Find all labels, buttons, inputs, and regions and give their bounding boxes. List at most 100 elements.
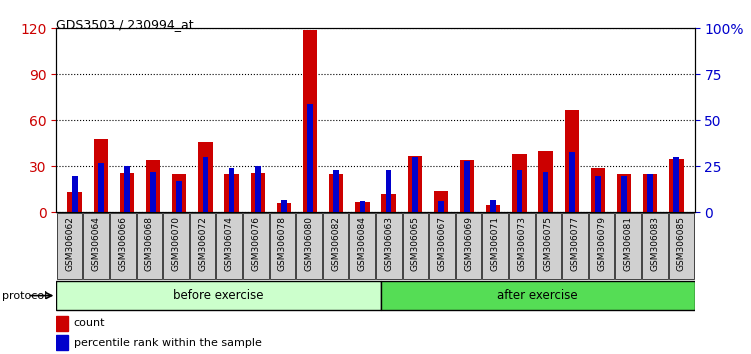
Text: count: count xyxy=(74,318,105,329)
Bar xyxy=(281,200,287,212)
Bar xyxy=(408,156,422,212)
Bar xyxy=(329,174,343,212)
Bar xyxy=(56,316,68,331)
Bar xyxy=(569,152,575,212)
FancyBboxPatch shape xyxy=(323,213,348,279)
FancyBboxPatch shape xyxy=(456,213,481,279)
FancyBboxPatch shape xyxy=(270,213,295,279)
FancyBboxPatch shape xyxy=(615,213,641,279)
FancyBboxPatch shape xyxy=(83,213,109,279)
Text: GSM306083: GSM306083 xyxy=(650,216,659,271)
FancyBboxPatch shape xyxy=(110,213,136,279)
FancyBboxPatch shape xyxy=(243,213,269,279)
Bar xyxy=(512,154,526,212)
Bar xyxy=(595,176,601,212)
Bar xyxy=(360,201,365,212)
Bar xyxy=(643,174,657,212)
Bar xyxy=(229,168,234,212)
Bar xyxy=(669,159,683,212)
Bar xyxy=(438,201,444,212)
FancyBboxPatch shape xyxy=(562,213,588,279)
Text: GSM306071: GSM306071 xyxy=(490,216,499,271)
Text: GSM306073: GSM306073 xyxy=(517,216,526,271)
Bar xyxy=(203,157,208,212)
Bar xyxy=(591,168,605,212)
Bar xyxy=(333,170,339,212)
Text: GSM306067: GSM306067 xyxy=(438,216,447,271)
Text: GSM306064: GSM306064 xyxy=(92,216,101,271)
Bar xyxy=(56,335,68,350)
FancyBboxPatch shape xyxy=(482,213,508,279)
Bar xyxy=(460,160,475,212)
FancyBboxPatch shape xyxy=(190,213,216,279)
Text: GSM306062: GSM306062 xyxy=(65,216,74,271)
Bar xyxy=(674,157,679,212)
Bar xyxy=(251,172,265,212)
Bar xyxy=(464,161,470,212)
Bar xyxy=(225,174,239,212)
Text: GSM306068: GSM306068 xyxy=(145,216,154,271)
Text: GSM306066: GSM306066 xyxy=(119,216,128,271)
Text: GSM306063: GSM306063 xyxy=(385,216,394,271)
Text: GSM306084: GSM306084 xyxy=(357,216,366,271)
Bar xyxy=(647,174,653,212)
Bar xyxy=(146,160,160,212)
Text: GSM306082: GSM306082 xyxy=(331,216,340,271)
FancyBboxPatch shape xyxy=(376,213,402,279)
Text: GSM306081: GSM306081 xyxy=(623,216,632,271)
Bar xyxy=(382,194,396,212)
Bar xyxy=(386,170,391,212)
FancyBboxPatch shape xyxy=(163,213,189,279)
Bar xyxy=(543,172,548,212)
FancyBboxPatch shape xyxy=(56,281,381,310)
FancyBboxPatch shape xyxy=(509,213,535,279)
Bar xyxy=(98,163,104,212)
Bar xyxy=(486,205,500,212)
Text: GSM306076: GSM306076 xyxy=(252,216,261,271)
FancyBboxPatch shape xyxy=(296,213,321,279)
Bar xyxy=(119,172,134,212)
Text: GSM306080: GSM306080 xyxy=(304,216,313,271)
Bar xyxy=(617,174,632,212)
Bar xyxy=(517,170,522,212)
Bar xyxy=(176,181,182,212)
Bar xyxy=(94,139,108,212)
FancyBboxPatch shape xyxy=(349,213,375,279)
Text: after exercise: after exercise xyxy=(497,289,578,302)
Bar xyxy=(255,166,261,212)
Text: GSM306079: GSM306079 xyxy=(597,216,606,271)
FancyBboxPatch shape xyxy=(381,281,695,310)
Bar xyxy=(150,172,156,212)
FancyBboxPatch shape xyxy=(430,213,455,279)
FancyBboxPatch shape xyxy=(668,213,694,279)
Bar xyxy=(565,110,579,212)
FancyBboxPatch shape xyxy=(589,213,614,279)
FancyBboxPatch shape xyxy=(137,213,162,279)
Text: percentile rank within the sample: percentile rank within the sample xyxy=(74,337,261,348)
Bar xyxy=(303,30,317,212)
FancyBboxPatch shape xyxy=(57,213,83,279)
FancyBboxPatch shape xyxy=(642,213,668,279)
Bar xyxy=(198,142,213,212)
Text: GSM306074: GSM306074 xyxy=(225,216,234,271)
Bar xyxy=(172,174,186,212)
Bar xyxy=(434,191,448,212)
Text: GSM306065: GSM306065 xyxy=(411,216,420,271)
Text: GSM306070: GSM306070 xyxy=(171,216,180,271)
Bar xyxy=(276,203,291,212)
Bar xyxy=(72,176,77,212)
Text: GSM306077: GSM306077 xyxy=(571,216,580,271)
Text: GSM306069: GSM306069 xyxy=(464,216,473,271)
Text: GDS3503 / 230994_at: GDS3503 / 230994_at xyxy=(56,18,194,31)
Bar xyxy=(490,200,496,212)
Text: GSM306085: GSM306085 xyxy=(677,216,686,271)
Bar xyxy=(538,151,553,212)
Bar xyxy=(307,104,313,212)
Bar xyxy=(412,157,418,212)
FancyBboxPatch shape xyxy=(216,213,242,279)
Bar xyxy=(621,176,627,212)
Bar xyxy=(68,193,82,212)
Bar xyxy=(355,202,369,212)
Text: before exercise: before exercise xyxy=(173,289,264,302)
Text: GSM306072: GSM306072 xyxy=(198,216,207,271)
